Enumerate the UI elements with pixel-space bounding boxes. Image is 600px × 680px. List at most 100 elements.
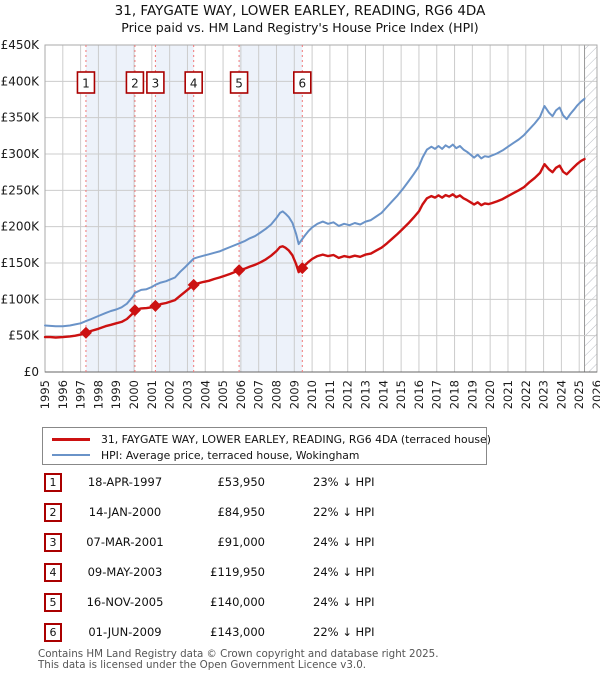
sale-number-badge: 4 xyxy=(44,563,62,582)
table-row: 6 01-JUN-2009 £143,000 22% ↓ HPI xyxy=(0,623,600,643)
x-tick-label: 1998 xyxy=(91,380,105,409)
sale-price: £84,950 xyxy=(217,505,265,519)
sale-vs-hpi: 24% ↓ HPI xyxy=(313,565,375,579)
sale-date: 18-APR-1997 xyxy=(87,475,163,489)
sale-number-box xyxy=(184,71,203,94)
x-tick-label: 2026 xyxy=(590,380,600,409)
hpi-wokingham-terraced-line xyxy=(44,97,586,328)
x-tick-label: 2014 xyxy=(376,380,390,409)
x-tick-label: 1999 xyxy=(109,380,123,409)
sale-number: 6 xyxy=(298,77,306,91)
x-tick-label: 2012 xyxy=(341,380,355,409)
x-tick-label: 1997 xyxy=(74,380,88,409)
ownership-band xyxy=(239,45,303,372)
price-chart: 1 2 3 4 5 6£0£50K£100K£150K£200K£250K£300K£35… xyxy=(1,38,600,409)
licence-line: This data is licensed under the Open Gov… xyxy=(38,659,367,671)
x-tick-label: 2004 xyxy=(198,380,212,409)
x-tick-label: 2000 xyxy=(127,380,141,409)
x-tick-label: 2021 xyxy=(501,380,515,409)
y-tick-label: £400K xyxy=(1,74,41,88)
sale-date: 01-JUN-2009 xyxy=(88,625,162,639)
x-tick-label: 2025 xyxy=(572,380,586,409)
x-tick-label: 2015 xyxy=(394,380,408,409)
sale-price: £53,950 xyxy=(217,475,265,489)
sale-vs-hpi: 22% ↓ HPI xyxy=(313,505,375,519)
sale-number-badge: 2 xyxy=(44,503,62,522)
ownership-band xyxy=(85,45,135,372)
x-tick-label: 2024 xyxy=(554,380,568,409)
sale-number-box xyxy=(146,71,165,94)
sale-date: 07-MAR-2001 xyxy=(86,535,164,549)
x-tick-label: 2017 xyxy=(430,380,444,409)
sale-marker-diamond xyxy=(128,304,141,317)
x-tick-label: 2013 xyxy=(359,380,373,409)
x-axis-labels: 1995 1996 1997 1998 1999 2000 2001 2002 2003 2004… xyxy=(38,380,600,409)
y-tick-label: £200K xyxy=(1,220,41,234)
y-tick-label: £0 xyxy=(24,365,39,379)
sale-vs-hpi: 22% ↓ HPI xyxy=(313,625,375,639)
sale-date: 09-MAY-2003 xyxy=(87,565,163,579)
x-tick-label: 2005 xyxy=(216,380,230,409)
x-tick-label: 2018 xyxy=(448,380,462,409)
sale-number-box xyxy=(125,71,145,94)
sale-number: 3 xyxy=(152,77,160,91)
x-tick-label: 2007 xyxy=(252,380,266,409)
x-tick-label: 2001 xyxy=(145,380,159,409)
chart-legend: 31, FAYGATE WAY, LOWER EARLEY, READING, … xyxy=(42,427,491,465)
gridlines xyxy=(44,44,598,373)
hpi-line-swatch xyxy=(52,454,90,456)
page-subtitle: Price paid vs. HM Land Registry's House … xyxy=(121,20,479,35)
sale-markers xyxy=(79,262,309,339)
x-tick-label: 2019 xyxy=(465,380,479,409)
sale-price: £143,000 xyxy=(210,625,265,639)
y-tick-label: £150K xyxy=(1,256,41,270)
table-row: 1 18-APR-1997 £53,950 23% ↓ HPI xyxy=(0,473,600,493)
sale-price: £91,000 xyxy=(217,535,265,549)
price-paid-line-swatch xyxy=(52,437,90,441)
x-tick-label: 2003 xyxy=(180,380,194,409)
x-tick-label: 2023 xyxy=(537,380,551,409)
legend-label: 31, FAYGATE WAY, LOWER EARLEY, READING, … xyxy=(101,432,491,446)
x-tick-label: 2010 xyxy=(305,380,319,409)
sale-number-badge: 3 xyxy=(44,533,62,552)
x-tick-label: 2002 xyxy=(163,380,177,409)
x-tick-label: 2016 xyxy=(412,380,426,409)
legend-item-hpi: HPI: Average price, terraced house, Woki… xyxy=(43,447,486,463)
y-tick-label: £100K xyxy=(1,292,41,306)
x-tick-label: 2006 xyxy=(234,380,248,409)
sale-number: 2 xyxy=(131,77,139,91)
sale-number-box xyxy=(293,71,312,94)
copyright-line: Contains HM Land Registry data © Crown c… xyxy=(38,648,439,660)
table-row: 2 14-JAN-2000 £84,950 22% ↓ HPI xyxy=(0,503,600,523)
y-axis-labels: £0 £50K £100K £150K £200K £250K £300K £350K £400… xyxy=(1,38,41,379)
sale-date: 16-NOV-2005 xyxy=(86,595,164,609)
sale-number-box xyxy=(76,71,96,94)
sale-number: 1 xyxy=(82,77,90,91)
y-tick-label: £350K xyxy=(1,111,41,125)
x-tick-label: 1996 xyxy=(56,380,70,409)
legend-label: HPI: Average price, terraced house, Woki… xyxy=(101,448,360,462)
sale-marker-diamond xyxy=(296,262,309,275)
sale-number: 5 xyxy=(235,77,243,91)
page-title: 31, FAYGATE WAY, LOWER EARLEY, READING, … xyxy=(114,3,486,19)
sale-price: £119,950 xyxy=(210,565,265,579)
x-tick-label: 2011 xyxy=(323,380,337,409)
legend-item-price-paid: 31, FAYGATE WAY, LOWER EARLEY, READING, … xyxy=(43,431,491,447)
x-tick-label: 2009 xyxy=(287,380,301,409)
y-tick-label: £300K xyxy=(1,147,41,161)
sale-number-badge: 1 xyxy=(44,473,62,492)
sale-vs-hpi: 23% ↓ HPI xyxy=(313,475,375,489)
x-tick-label: 2008 xyxy=(269,380,283,409)
sale-marker-diamond xyxy=(149,299,162,312)
sale-number-box xyxy=(229,71,249,94)
sale-number-badge: 6 xyxy=(44,623,62,642)
sale-vs-hpi: 24% ↓ HPI xyxy=(313,595,375,609)
future-hatch-region xyxy=(584,45,597,372)
y-tick-label: £50K xyxy=(8,329,40,343)
x-tick-label: 1995 xyxy=(38,380,52,409)
table-row: 3 07-MAR-2001 £91,000 24% ↓ HPI xyxy=(0,533,600,553)
sale-price: £140,000 xyxy=(210,595,265,609)
x-tick-label: 2022 xyxy=(519,380,533,409)
